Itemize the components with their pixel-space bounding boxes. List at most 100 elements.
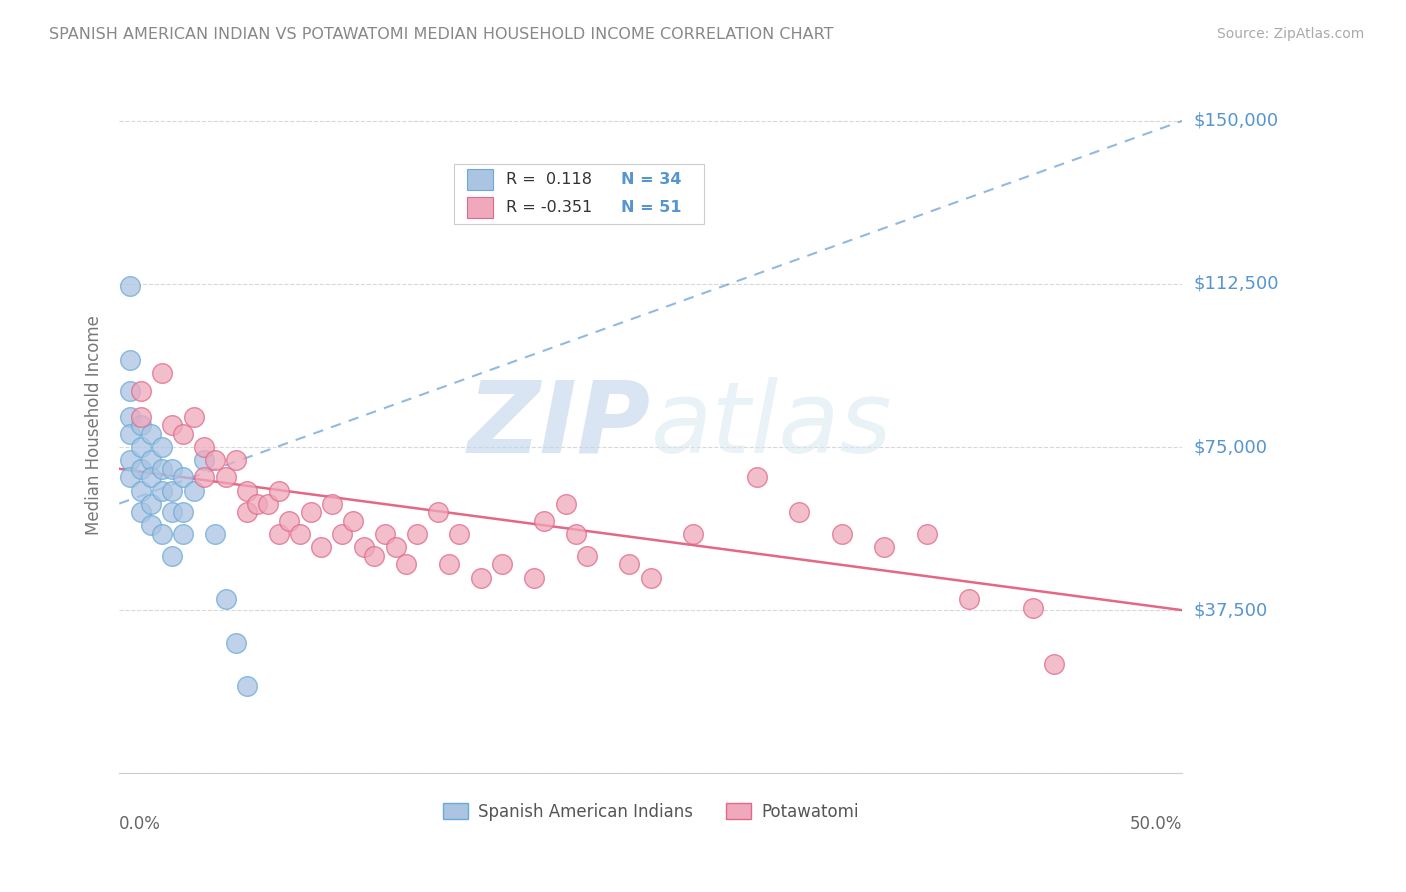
Point	[523, 570, 546, 584]
Point	[533, 514, 555, 528]
Point	[193, 440, 215, 454]
Point	[1043, 657, 1066, 672]
Point	[204, 453, 226, 467]
Point	[162, 505, 184, 519]
Point	[150, 527, 173, 541]
Text: SPANISH AMERICAN INDIAN VS POTAWATOMI MEDIAN HOUSEHOLD INCOME CORRELATION CHART: SPANISH AMERICAN INDIAN VS POTAWATOMI ME…	[49, 27, 834, 42]
Point	[162, 462, 184, 476]
Text: ZIP: ZIP	[468, 376, 651, 474]
Legend: Spanish American Indians, Potawatomi: Spanish American Indians, Potawatomi	[436, 797, 865, 828]
Point	[129, 505, 152, 519]
Point	[162, 483, 184, 498]
Point	[118, 427, 141, 442]
Point	[915, 527, 938, 541]
Point	[236, 483, 259, 498]
Point	[332, 527, 354, 541]
Point	[565, 527, 588, 541]
Point	[405, 527, 427, 541]
Text: $112,500: $112,500	[1194, 275, 1278, 293]
Point	[682, 527, 704, 541]
Point	[491, 558, 513, 572]
Point	[150, 462, 173, 476]
Text: R =  0.118: R = 0.118	[506, 172, 592, 187]
Text: N = 51: N = 51	[621, 200, 682, 215]
Point	[384, 540, 406, 554]
Point	[246, 497, 269, 511]
Point	[129, 418, 152, 433]
Point	[204, 527, 226, 541]
Point	[236, 679, 259, 693]
Point	[278, 514, 301, 528]
Point	[172, 527, 194, 541]
Point	[831, 527, 853, 541]
Point	[172, 505, 194, 519]
Text: atlas: atlas	[651, 376, 893, 474]
Point	[141, 470, 163, 484]
Point	[193, 470, 215, 484]
Point	[575, 549, 598, 563]
Point	[172, 427, 194, 442]
Y-axis label: Median Household Income: Median Household Income	[86, 316, 103, 535]
Point	[789, 505, 811, 519]
Point	[150, 366, 173, 380]
Point	[267, 483, 290, 498]
Point	[118, 453, 141, 467]
Point	[449, 527, 471, 541]
Point	[427, 505, 450, 519]
Text: $75,000: $75,000	[1194, 438, 1267, 456]
Point	[640, 570, 662, 584]
Point	[118, 409, 141, 424]
Point	[214, 470, 236, 484]
Point	[619, 558, 641, 572]
Point	[225, 453, 247, 467]
Point	[236, 505, 259, 519]
Point	[183, 483, 205, 498]
Point	[193, 453, 215, 467]
Point	[118, 384, 141, 398]
Point	[150, 440, 173, 454]
Point	[321, 497, 343, 511]
Bar	[467, 197, 494, 218]
Point	[470, 570, 492, 584]
Point	[129, 483, 152, 498]
Text: 50.0%: 50.0%	[1129, 815, 1182, 833]
Point	[141, 427, 163, 442]
Point	[374, 527, 396, 541]
Point	[129, 384, 152, 398]
Point	[118, 279, 141, 293]
Point	[353, 540, 375, 554]
Point	[309, 540, 332, 554]
Point	[141, 453, 163, 467]
Point	[129, 409, 152, 424]
Point	[299, 505, 322, 519]
Point	[957, 592, 980, 607]
Point	[162, 549, 184, 563]
Text: N = 34: N = 34	[621, 172, 682, 187]
Point	[150, 483, 173, 498]
Point	[267, 527, 290, 541]
Point	[342, 514, 364, 528]
Point	[141, 497, 163, 511]
Point	[129, 440, 152, 454]
Point	[225, 636, 247, 650]
Text: $37,500: $37,500	[1194, 601, 1267, 619]
Text: $150,000: $150,000	[1194, 112, 1278, 130]
Point	[437, 558, 460, 572]
Point	[554, 497, 576, 511]
Point	[288, 527, 311, 541]
Point	[129, 462, 152, 476]
Point	[873, 540, 896, 554]
Point	[395, 558, 418, 572]
Point	[183, 409, 205, 424]
Point	[745, 470, 768, 484]
Point	[1022, 601, 1045, 615]
Point	[162, 418, 184, 433]
Point	[172, 470, 194, 484]
Text: Source: ZipAtlas.com: Source: ZipAtlas.com	[1216, 27, 1364, 41]
Point	[214, 592, 236, 607]
FancyBboxPatch shape	[454, 164, 704, 224]
Text: 0.0%: 0.0%	[120, 815, 162, 833]
Bar	[467, 169, 494, 190]
Point	[141, 518, 163, 533]
Point	[118, 470, 141, 484]
